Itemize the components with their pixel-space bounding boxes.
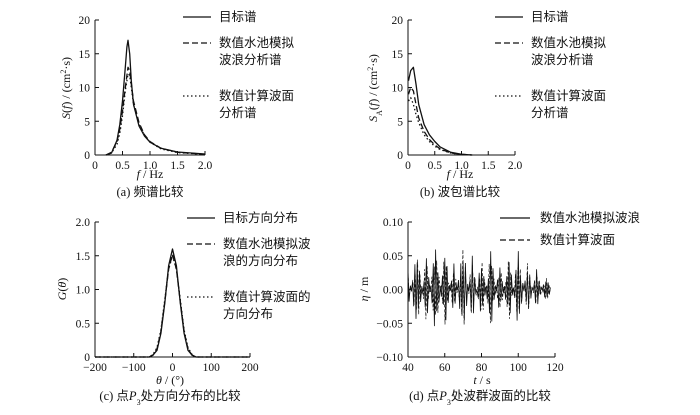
- legend-label: 数值水池模拟波浪分析谱: [531, 35, 607, 67]
- legend-label: 数值水池模拟波浪: [540, 210, 640, 225]
- x-tick-label: 100: [203, 362, 221, 374]
- x-tick-label: 1.0: [143, 160, 158, 172]
- chart-panel-2: 0 5 10 15 20 0 0.5 1.0 1.5 2.0 目标谱数值水池模拟波浪分析谱数值计算波…: [366, 10, 607, 199]
- y-tick-label: 0.00: [383, 285, 403, 297]
- y-tick-label: 0: [84, 352, 90, 364]
- x-tick-label: 0.5: [115, 160, 130, 172]
- series-line: [407, 249, 551, 327]
- panel-caption: (a) 频谱比较: [117, 184, 184, 199]
- y-tick-label: 0.05: [383, 251, 403, 263]
- x-tick-label: 0: [405, 160, 411, 172]
- y-axis-label: G(θ): [55, 278, 69, 301]
- series-line: [407, 66, 473, 156]
- series-line: [407, 249, 551, 325]
- x-tick-label: 40: [402, 362, 414, 374]
- chart-panel-4: −0.10 −0.05 0.00 0.05 0.10 40 60 80 100 120 数值水池模拟…: [357, 210, 640, 407]
- x-tick-label: 2.0: [508, 160, 523, 172]
- y-tick-label: 10: [392, 83, 404, 95]
- series-line: [105, 66, 206, 156]
- legend-label: 数值水池模拟波浪分析谱: [219, 35, 295, 67]
- x-tick-label: 200: [241, 362, 259, 374]
- x-tick-label: 0: [92, 160, 98, 172]
- x-axis-label: θ / (°): [156, 373, 184, 387]
- panel-caption: (b) 波包谱比较: [420, 184, 501, 199]
- x-tick-label: 2.0: [198, 160, 213, 172]
- series-line: [95, 253, 250, 358]
- y-tick-label: −0.05: [376, 318, 403, 330]
- chart-panel-3: 0 0.5 1.0 1.5 2.0 −200 −100 0 100 200 目标方向分布数值水池模拟…: [55, 210, 311, 407]
- y-tick-label: 1.0: [76, 285, 91, 297]
- legend-label: 数值计算波面的方向分布: [223, 289, 311, 321]
- x-tick-label: −100: [122, 362, 146, 374]
- panel-caption: (d) 点P3处波群波面的比较: [409, 388, 551, 407]
- y-tick-label: 10: [79, 83, 91, 95]
- series-line: [105, 39, 206, 156]
- series-line: [407, 86, 473, 156]
- y-tick-label: 20: [392, 15, 404, 27]
- y-tick-label: 5: [84, 116, 90, 128]
- x-axis-label: f / Hz: [447, 167, 474, 181]
- y-tick-label: 0: [84, 150, 90, 162]
- chart-panel-1: 0 5 10 15 20 0 0.5 1.0 1.5 2.0 目标谱数值水池模拟波浪分析谱数值计算波…: [59, 10, 295, 199]
- y-tick-label: 0.10: [383, 217, 403, 229]
- legend-label: 数值水池模拟波浪的方向分布: [223, 236, 311, 268]
- y-tick-label: 5: [397, 116, 403, 128]
- y-axis-label: η / m: [357, 276, 371, 301]
- y-tick-label: 0.5: [76, 318, 91, 330]
- legend-label: 数值计算波面分析谱: [219, 88, 294, 120]
- x-tick-label: 1.5: [170, 160, 185, 172]
- y-axis-label: SA(f) / (cm2·s): [366, 54, 384, 122]
- legend-label: 数值计算波面分析谱: [531, 88, 606, 120]
- legend-label: 数值计算波面: [540, 232, 615, 247]
- x-tick-label: 100: [510, 362, 528, 374]
- y-axis-label: S(f) / (cm2·s): [59, 57, 74, 119]
- x-axis-label: t / s: [473, 373, 491, 387]
- y-tick-label: 0: [397, 150, 403, 162]
- x-tick-label: 1.0: [454, 160, 469, 172]
- y-tick-label: 15: [392, 49, 404, 61]
- x-tick-label: 1.5: [481, 160, 496, 172]
- x-tick-label: −200: [83, 362, 107, 374]
- x-tick-label: 80: [476, 362, 488, 374]
- legend-label: 目标谱: [531, 10, 569, 24]
- y-tick-label: 1.5: [76, 251, 91, 263]
- y-tick-label: 20: [79, 15, 91, 27]
- y-tick-label: 15: [79, 49, 91, 61]
- x-axis-label: f / Hz: [137, 167, 164, 181]
- x-tick-label: 120: [546, 362, 564, 374]
- legend-label: 目标谱: [219, 10, 257, 24]
- legend-label: 目标方向分布: [223, 210, 298, 225]
- x-tick-label: 60: [439, 362, 451, 374]
- y-tick-label: −0.10: [376, 352, 403, 364]
- panel-caption: (c) 点P3处方向分布的比较: [99, 388, 241, 407]
- x-tick-label: 0: [170, 362, 176, 374]
- y-tick-label: 2.0: [76, 217, 91, 229]
- x-tick-label: 0.5: [428, 160, 443, 172]
